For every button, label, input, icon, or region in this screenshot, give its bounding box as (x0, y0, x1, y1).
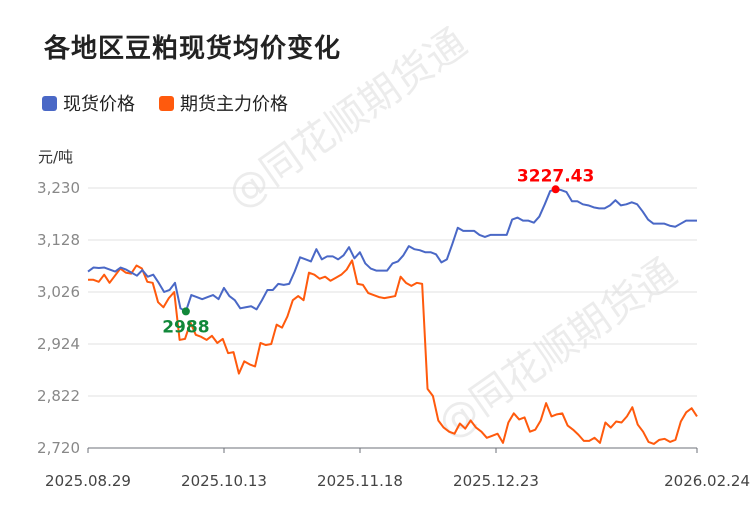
y-tick-label: 3,026 (37, 283, 80, 301)
x-axis-ticks: 2025.08.29 2025.10.13 2025.11.18 2025.12.23… (45, 448, 750, 490)
legend-item-spot[interactable]: 现货价格 (42, 90, 135, 116)
annotations: 3227.43 2988 (162, 166, 594, 337)
x-tick-label: 2025.12.23 (453, 472, 539, 490)
y-tick-label: 2,822 (37, 387, 80, 405)
legend: 现货价格 期货主力价格 (42, 90, 312, 116)
grid-lines (88, 187, 697, 397)
min-point-label: 2988 (162, 317, 209, 337)
legend-swatch-spot (42, 95, 57, 111)
x-tick-label: 2025.08.29 (45, 472, 131, 490)
x-tick-label: 2026.02.24 (664, 472, 750, 490)
y-tick-label: 3,230 (37, 179, 80, 197)
max-point-marker (551, 185, 560, 194)
futures-price-line[interactable] (88, 259, 698, 445)
legend-swatch-futures (159, 95, 174, 111)
x-tick-label: 2025.10.13 (181, 472, 267, 490)
max-point-label: 3227.43 (517, 166, 594, 186)
y-tick-label: 3,128 (37, 231, 80, 249)
y-tick-label: 2,924 (37, 335, 80, 353)
svg-text:@同花顺期货通: @同花顺期货通 (429, 250, 685, 448)
spot-price-line[interactable] (87, 188, 697, 313)
y-axis-ticks: 3,230 3,128 3,026 2,924 2,822 2,720 (37, 179, 80, 457)
min-point-marker (181, 307, 190, 316)
y-tick-label: 2,720 (37, 439, 80, 457)
legend-label-futures: 期货主力价格 (180, 94, 288, 115)
chart-title: 各地区豆粕现货均价变化 (44, 34, 342, 64)
legend-label-spot: 现货价格 (63, 94, 135, 115)
x-tick-label: 2025.11.18 (317, 472, 403, 490)
y-axis-unit: 元/吨 (38, 148, 74, 166)
watermark: @同花顺期货通 @同花顺期货通 (219, 20, 685, 448)
legend-item-futures[interactable]: 期货主力价格 (159, 90, 288, 116)
